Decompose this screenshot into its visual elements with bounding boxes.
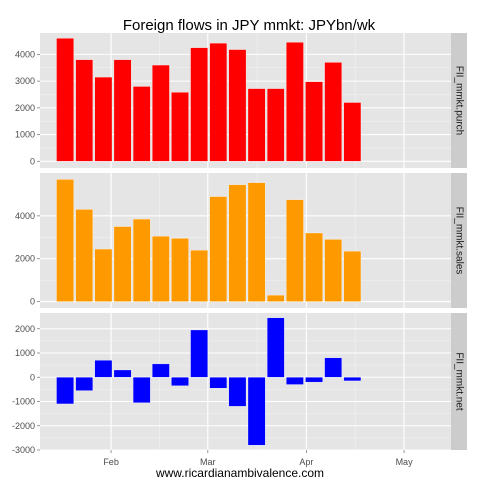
panel-FII_mmkt.net: -3000 -2000 -1000 0 1000 2000 FII_mmkt.net xyxy=(12,313,467,455)
bar-FII_mmkt.net-3 xyxy=(113,369,132,378)
bar-FII_mmkt.net-7 xyxy=(190,329,208,378)
strip-label: FII_mmkt.net xyxy=(454,352,465,411)
bar-FII_mmkt.sales-15 xyxy=(343,251,362,302)
bar-FII_mmkt.net-11 xyxy=(266,317,285,378)
bar-FII_mmkt.net-15 xyxy=(343,377,362,382)
bar-FII_mmkt.purch-2 xyxy=(94,76,113,162)
y-tick-label: 2000 xyxy=(15,103,35,113)
bar-FII_mmkt.purch-7 xyxy=(190,47,208,162)
y-tick-label: 4000 xyxy=(15,211,35,221)
x-tick-label: Apr xyxy=(299,457,313,467)
bar-FII_mmkt.sales-5 xyxy=(152,236,170,302)
bar-FII_mmkt.net-14 xyxy=(324,357,342,378)
panel-FII_mmkt.purch: 0 1000 2000 3000 4000 FII_mmkt.purch xyxy=(15,33,467,168)
bar-FII_mmkt.net-0 xyxy=(56,377,74,405)
bar-FII_mmkt.sales-8 xyxy=(209,196,228,302)
bar-FII_mmkt.purch-15 xyxy=(343,102,362,162)
bar-FII_mmkt.net-9 xyxy=(228,377,247,407)
bar-FII_mmkt.sales-4 xyxy=(132,218,151,302)
bar-FII_mmkt.purch-0 xyxy=(56,38,74,162)
bar-FII_mmkt.sales-13 xyxy=(305,232,323,302)
bar-FII_mmkt.net-1 xyxy=(75,377,94,391)
bar-FII_mmkt.purch-14 xyxy=(324,62,342,162)
bar-FII_mmkt.sales-12 xyxy=(286,199,304,302)
y-tick-label: 0 xyxy=(30,372,35,382)
strip-background xyxy=(451,173,467,308)
bar-FII_mmkt.purch-6 xyxy=(171,92,189,162)
x-tick-label: May xyxy=(396,457,414,467)
y-tick-label: -2000 xyxy=(12,421,35,431)
strip-background xyxy=(451,313,467,450)
bar-FII_mmkt.purch-5 xyxy=(152,64,170,162)
y-tick-label: 4000 xyxy=(15,49,35,59)
panel-FII_mmkt.sales: 0 2000 4000 FII_mmkt.sales xyxy=(15,173,467,308)
y-tick-label: 1000 xyxy=(15,130,35,140)
y-tick-label: 1000 xyxy=(15,348,35,358)
bar-FII_mmkt.sales-10 xyxy=(247,182,266,302)
bar-FII_mmkt.sales-1 xyxy=(75,209,94,302)
strip-label: FII_mmkt.purch xyxy=(454,66,465,135)
y-tick-label: -1000 xyxy=(12,397,35,407)
bar-FII_mmkt.net-12 xyxy=(286,377,304,385)
bar-FII_mmkt.net-5 xyxy=(152,363,170,378)
bar-FII_mmkt.sales-2 xyxy=(94,248,113,302)
y-tick-label: 2000 xyxy=(15,254,35,264)
y-tick-label: 0 xyxy=(30,297,35,307)
bar-FII_mmkt.net-8 xyxy=(209,377,228,389)
y-tick-label: -3000 xyxy=(12,445,35,455)
bar-FII_mmkt.purch-4 xyxy=(132,86,151,162)
bar-FII_mmkt.net-13 xyxy=(305,377,323,383)
chart-title: Foreign flows in JPY mmkt: JPYbn/wk xyxy=(123,17,376,34)
bar-FII_mmkt.sales-9 xyxy=(228,184,247,302)
bar-FII_mmkt.purch-10 xyxy=(247,88,266,162)
bar-FII_mmkt.net-2 xyxy=(94,360,113,378)
bar-FII_mmkt.purch-3 xyxy=(113,59,132,162)
bar-FII_mmkt.purch-9 xyxy=(228,49,247,162)
strip-background xyxy=(451,33,467,168)
bar-FII_mmkt.sales-3 xyxy=(113,226,132,302)
bar-FII_mmkt.net-6 xyxy=(171,377,189,386)
x-axis: Feb Mar Apr May xyxy=(103,450,413,467)
x-tick-label: Feb xyxy=(103,457,119,467)
bar-FII_mmkt.purch-13 xyxy=(305,81,323,162)
bar-FII_mmkt.net-10 xyxy=(247,377,266,446)
y-tick-label: 2000 xyxy=(15,324,35,334)
bar-FII_mmkt.sales-7 xyxy=(190,249,208,302)
bar-FII_mmkt.purch-1 xyxy=(75,59,94,162)
strip-label: FII_mmkt.sales xyxy=(454,207,465,275)
y-tick-label: 0 xyxy=(30,156,35,166)
bar-FII_mmkt.purch-12 xyxy=(286,42,304,162)
bar-FII_mmkt.sales-11 xyxy=(266,294,285,302)
bar-FII_mmkt.purch-11 xyxy=(266,88,285,162)
bar-FII_mmkt.sales-0 xyxy=(56,179,74,302)
chart-caption: www.ricardianambivalence.com xyxy=(155,466,324,480)
panels-layer: 0 1000 2000 3000 4000 FII_mmkt.purch 0 2000 4000… xyxy=(12,33,467,455)
bar-FII_mmkt.sales-14 xyxy=(324,239,342,302)
y-tick-label: 3000 xyxy=(15,76,35,86)
bar-FII_mmkt.sales-6 xyxy=(171,238,189,302)
x-tick-label: Mar xyxy=(200,457,216,467)
bar-FII_mmkt.net-4 xyxy=(132,377,151,403)
bar-FII_mmkt.purch-8 xyxy=(209,43,228,162)
